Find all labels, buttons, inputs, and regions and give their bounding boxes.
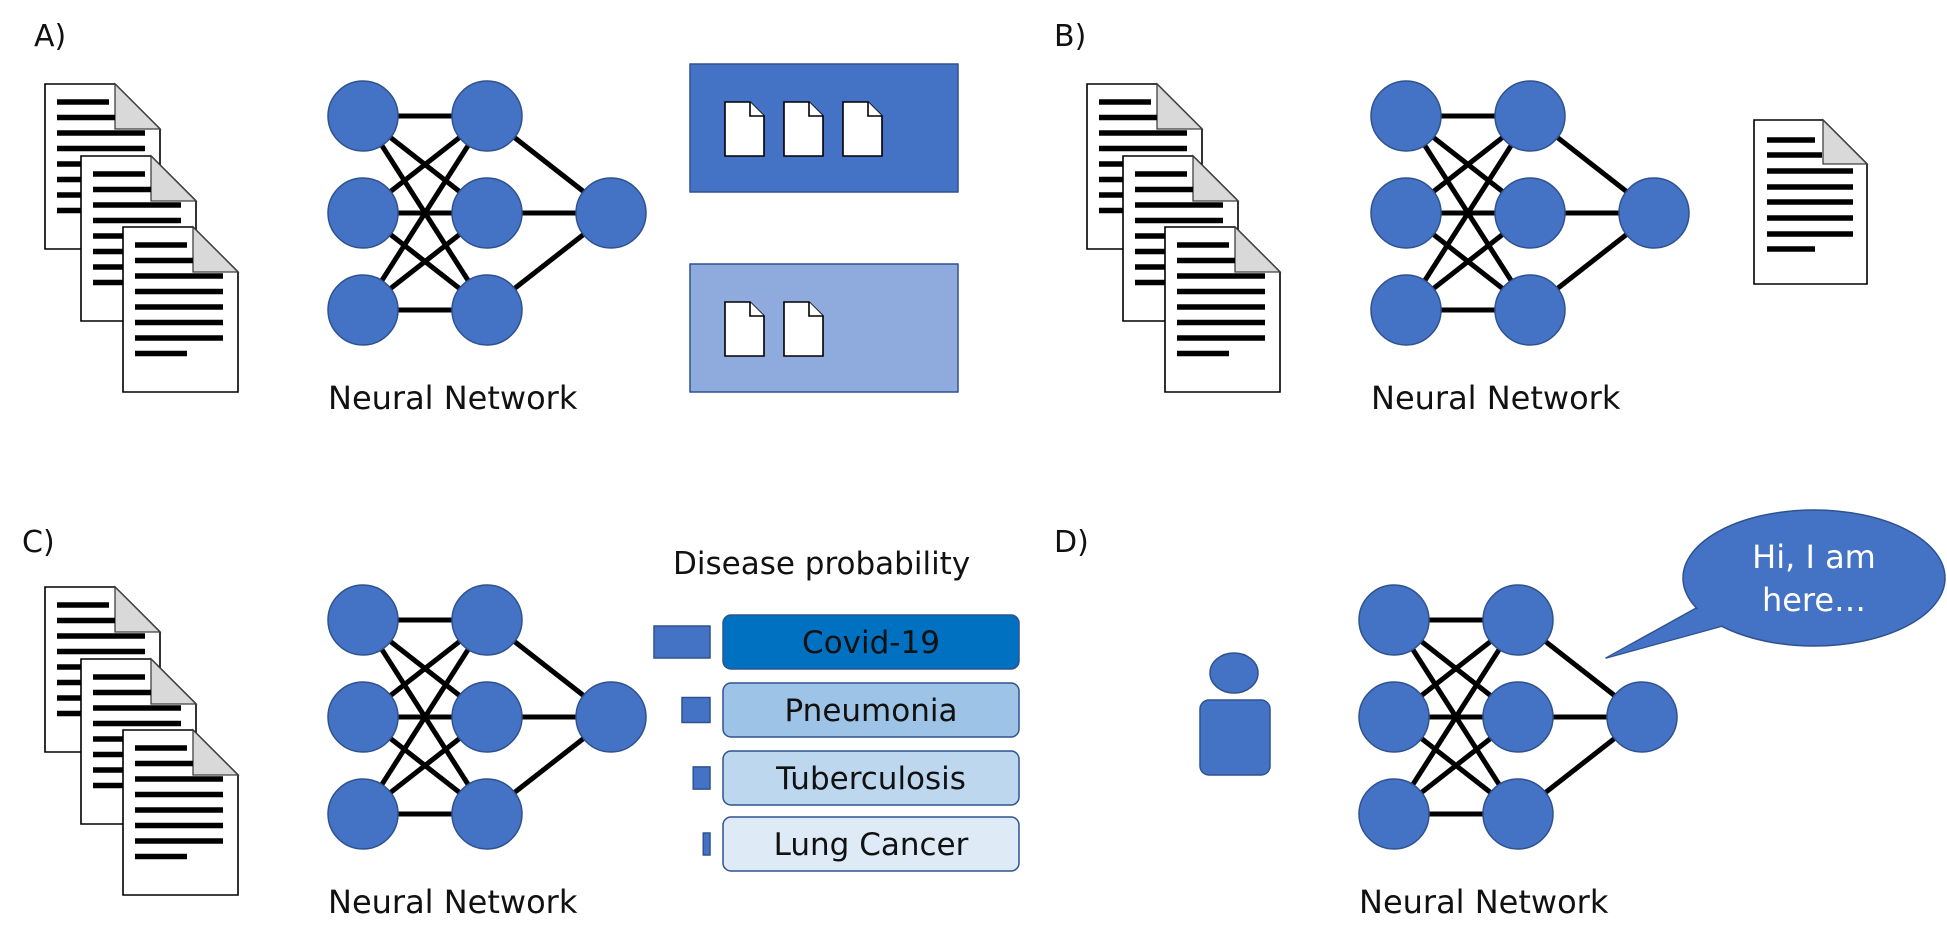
- disease-label: Covid-19: [802, 625, 940, 661]
- nn-caption-d: Neural Network: [1359, 883, 1609, 921]
- panel-b: B) Neural Network: [1054, 19, 1869, 417]
- nn-node: [1494, 80, 1566, 152]
- disease-label: Tuberculosis: [775, 761, 966, 797]
- nn-edge: [1391, 617, 1521, 817]
- panel-d: D) Neural Network Hi, I am here…: [1054, 509, 1946, 921]
- nn-nodes: [327, 584, 647, 850]
- disease-box: [722, 816, 1020, 872]
- neural-network-c: [327, 584, 647, 850]
- nn-nodes: [327, 80, 647, 346]
- mini-file-icon: [783, 301, 824, 357]
- panel-d-label: D): [1054, 525, 1089, 560]
- nn-node: [451, 274, 523, 346]
- disease-box: [722, 750, 1020, 806]
- nn-node: [575, 177, 647, 249]
- nn-node: [1370, 80, 1442, 152]
- probability-bar: [702, 832, 711, 856]
- disease-label: Lung Cancer: [774, 827, 969, 863]
- nn-caption-c: Neural Network: [328, 883, 578, 921]
- disease-probability-title: Disease probability: [673, 546, 970, 582]
- cluster-1-files: [724, 101, 883, 157]
- nn-edge: [1403, 113, 1533, 313]
- mini-file-icon: [783, 101, 824, 157]
- panel-c-label: C): [22, 525, 55, 560]
- document-icon: [122, 728, 240, 896]
- mini-file-icon: [724, 101, 765, 157]
- disease-probability-list: Covid-19 Pneumonia Tuberculosis Lung Cancer: [653, 614, 1020, 872]
- cluster-box-2: [689, 263, 959, 393]
- nn-node: [327, 584, 399, 656]
- panel-a-label: A): [34, 19, 66, 54]
- nn-edge: [360, 113, 490, 313]
- nn-caption-b: Neural Network: [1371, 379, 1621, 417]
- panel-c: C) Neural Network Disease probability Co…: [22, 525, 1020, 921]
- nn-node: [1482, 584, 1554, 656]
- nn-node: [1358, 778, 1430, 850]
- nn-nodes: [1370, 80, 1690, 346]
- nn-nodes: [1358, 584, 1678, 850]
- cluster-box-1: [689, 63, 959, 193]
- output-document-icon: [1753, 118, 1869, 285]
- nn-node: [575, 681, 647, 753]
- nn-node: [1358, 584, 1430, 656]
- nn-caption-a: Neural Network: [328, 379, 578, 417]
- disease-box: [722, 614, 1020, 670]
- nn-node: [451, 681, 523, 753]
- nn-node: [1358, 681, 1430, 753]
- neural-network-b: [1370, 80, 1690, 346]
- nn-node: [327, 681, 399, 753]
- neural-network-a: [327, 80, 647, 346]
- cluster-2-files: [724, 301, 824, 357]
- disease-box: [722, 682, 1020, 738]
- nn-node: [1606, 681, 1678, 753]
- nn-node: [451, 584, 523, 656]
- document-stack-icon: [44, 585, 240, 896]
- nn-node: [1482, 681, 1554, 753]
- nn-node: [327, 778, 399, 850]
- speech-line-1: Hi, I am: [1752, 538, 1876, 576]
- nn-node: [1370, 274, 1442, 346]
- mini-file-icon: [724, 301, 765, 357]
- speech-bubble-icon: Hi, I am here…: [1605, 509, 1946, 659]
- probability-bar: [653, 625, 711, 659]
- probability-bar: [681, 696, 711, 724]
- nn-node: [451, 177, 523, 249]
- speech-line-2: here…: [1762, 581, 1866, 619]
- nn-node: [1494, 274, 1566, 346]
- document-stack-icon: [44, 82, 240, 393]
- document-icon: [122, 225, 240, 393]
- nn-edge: [360, 617, 490, 817]
- nn-node: [451, 80, 523, 152]
- nn-node: [1494, 177, 1566, 249]
- nn-node: [327, 80, 399, 152]
- nn-node: [327, 274, 399, 346]
- nn-node: [1618, 177, 1690, 249]
- panel-a: A) Neural Network: [34, 19, 959, 417]
- neural-network-d: [1358, 584, 1678, 850]
- document-stack-icon: [1086, 82, 1282, 393]
- nn-node: [1370, 177, 1442, 249]
- probability-bar: [692, 766, 711, 790]
- disease-label: Pneumonia: [785, 693, 958, 729]
- nn-node: [1482, 778, 1554, 850]
- nn-node: [327, 177, 399, 249]
- mini-file-icon: [842, 101, 883, 157]
- person-icon: [1199, 652, 1271, 776]
- document-icon: [1164, 225, 1282, 393]
- nn-node: [451, 778, 523, 850]
- panel-b-label: B): [1054, 19, 1086, 54]
